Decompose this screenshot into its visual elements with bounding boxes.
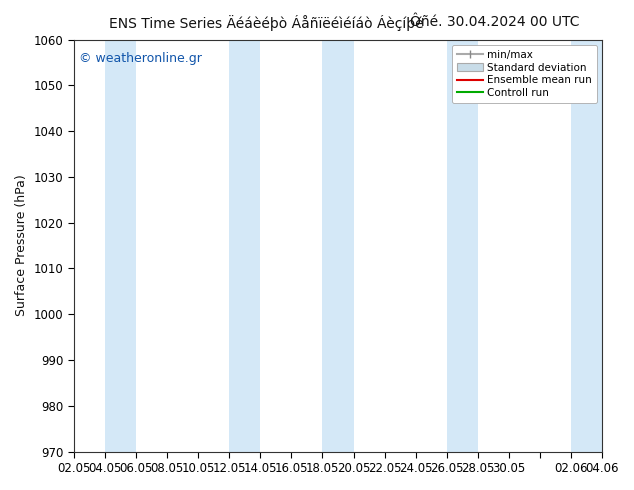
Bar (323, 40, 354, 452)
Text: ENS Time Series Äéáèéþò Áåñïëéìéíáò Áèçíþé: ENS Time Series Äéáèéþò Áåñïëéìéíáò Áèçí… (109, 15, 424, 31)
Bar (447, 40, 478, 452)
Legend: min/max, Standard deviation, Ensemble mean run, Controll run: min/max, Standard deviation, Ensemble me… (451, 45, 597, 103)
Y-axis label: Surface Pressure (hPa): Surface Pressure (hPa) (15, 175, 28, 317)
Text: Ôñé. 30.04.2024 00 UTC: Ôñé. 30.04.2024 00 UTC (410, 15, 579, 29)
Text: © weatheronline.gr: © weatheronline.gr (79, 52, 202, 65)
Bar (571, 40, 602, 452)
Bar (105, 40, 136, 452)
Bar (229, 40, 261, 452)
